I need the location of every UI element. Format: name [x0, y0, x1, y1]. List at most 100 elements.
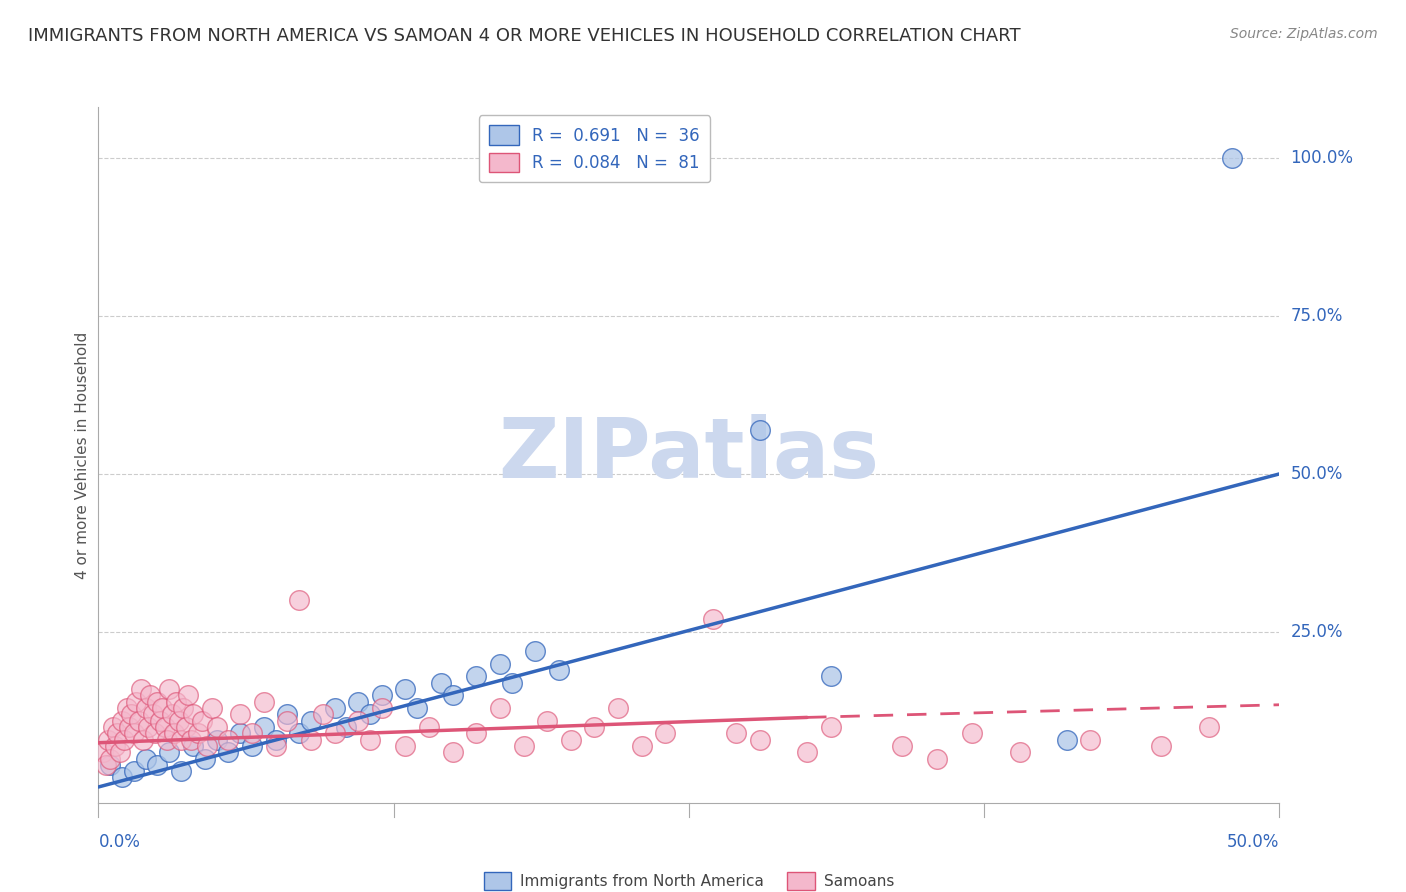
Point	[181, 739, 204, 753]
Point	[91, 745, 114, 759]
Point	[132, 732, 155, 747]
Point	[524, 644, 547, 658]
Point	[441, 688, 464, 702]
Text: 50.0%: 50.0%	[1291, 465, 1343, 483]
Point	[288, 593, 311, 607]
Point	[194, 751, 217, 765]
Point	[217, 732, 239, 747]
Point	[654, 726, 676, 740]
Point	[111, 714, 134, 728]
Point	[122, 764, 145, 779]
Point	[104, 739, 127, 753]
Point	[441, 745, 464, 759]
Point	[371, 688, 394, 702]
Point	[157, 681, 180, 696]
Point	[288, 726, 311, 740]
Point	[122, 726, 145, 740]
Point	[174, 720, 197, 734]
Point	[217, 745, 239, 759]
Point	[118, 720, 141, 734]
Point	[205, 732, 228, 747]
Point	[536, 714, 558, 728]
Point	[156, 732, 179, 747]
Point	[607, 701, 630, 715]
Point	[181, 707, 204, 722]
Point	[489, 657, 512, 671]
Point	[128, 714, 150, 728]
Point	[253, 695, 276, 709]
Point	[702, 612, 724, 626]
Point	[583, 720, 606, 734]
Point	[240, 726, 263, 740]
Point	[240, 739, 263, 753]
Point	[191, 714, 214, 728]
Point	[1150, 739, 1173, 753]
Point	[111, 771, 134, 785]
Point	[276, 714, 298, 728]
Point	[890, 739, 912, 753]
Point	[135, 751, 157, 765]
Point	[129, 681, 152, 696]
Point	[299, 714, 322, 728]
Point	[229, 726, 252, 740]
Text: 25.0%: 25.0%	[1291, 623, 1343, 641]
Point	[548, 663, 571, 677]
Point	[165, 695, 187, 709]
Point	[187, 726, 209, 740]
Point	[135, 701, 157, 715]
Point	[170, 732, 193, 747]
Point	[105, 726, 128, 740]
Point	[430, 675, 453, 690]
Point	[406, 701, 429, 715]
Point	[489, 701, 512, 715]
Point	[94, 757, 117, 772]
Point	[748, 732, 770, 747]
Point	[796, 745, 818, 759]
Text: 75.0%: 75.0%	[1291, 307, 1343, 325]
Point	[195, 739, 218, 753]
Point	[205, 720, 228, 734]
Point	[125, 695, 148, 709]
Point	[347, 714, 370, 728]
Text: ZIPatlas: ZIPatlas	[499, 415, 879, 495]
Point	[253, 720, 276, 734]
Point	[359, 707, 381, 722]
Point	[1220, 151, 1243, 165]
Point	[264, 739, 287, 753]
Point	[725, 726, 748, 740]
Point	[153, 720, 176, 734]
Text: Source: ZipAtlas.com: Source: ZipAtlas.com	[1230, 27, 1378, 41]
Point	[146, 695, 169, 709]
Point	[560, 732, 582, 747]
Point	[1056, 732, 1078, 747]
Point	[139, 688, 162, 702]
Point	[418, 720, 440, 734]
Point	[1080, 732, 1102, 747]
Point	[371, 701, 394, 715]
Point	[276, 707, 298, 722]
Text: 50.0%: 50.0%	[1227, 833, 1279, 851]
Point	[157, 745, 180, 759]
Point	[201, 701, 224, 715]
Point	[299, 732, 322, 747]
Legend: Immigrants from North America, Samoans: Immigrants from North America, Samoans	[478, 866, 900, 892]
Point	[962, 726, 984, 740]
Point	[1008, 745, 1031, 759]
Point	[121, 707, 143, 722]
Point	[142, 707, 165, 722]
Point	[101, 720, 124, 734]
Point	[143, 726, 166, 740]
Point	[264, 732, 287, 747]
Y-axis label: 4 or more Vehicles in Household: 4 or more Vehicles in Household	[75, 331, 90, 579]
Point	[177, 688, 200, 702]
Point	[180, 732, 202, 747]
Point	[465, 669, 488, 683]
Point	[323, 726, 346, 740]
Text: IMMIGRANTS FROM NORTH AMERICA VS SAMOAN 4 OR MORE VEHICLES IN HOUSEHOLD CORRELAT: IMMIGRANTS FROM NORTH AMERICA VS SAMOAN …	[28, 27, 1021, 45]
Point	[229, 707, 252, 722]
Point	[172, 701, 194, 715]
Point	[748, 423, 770, 437]
Point	[98, 757, 121, 772]
Point	[160, 707, 183, 722]
Point	[394, 739, 416, 753]
